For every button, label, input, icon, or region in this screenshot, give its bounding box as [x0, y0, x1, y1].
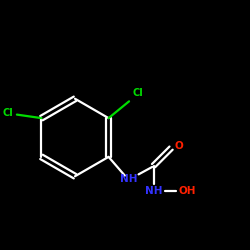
Text: Cl: Cl: [2, 108, 13, 118]
Text: NH: NH: [145, 186, 162, 196]
Text: O: O: [175, 140, 184, 150]
Text: Cl: Cl: [133, 88, 143, 98]
Text: NH: NH: [120, 174, 137, 184]
Text: OH: OH: [178, 186, 196, 196]
